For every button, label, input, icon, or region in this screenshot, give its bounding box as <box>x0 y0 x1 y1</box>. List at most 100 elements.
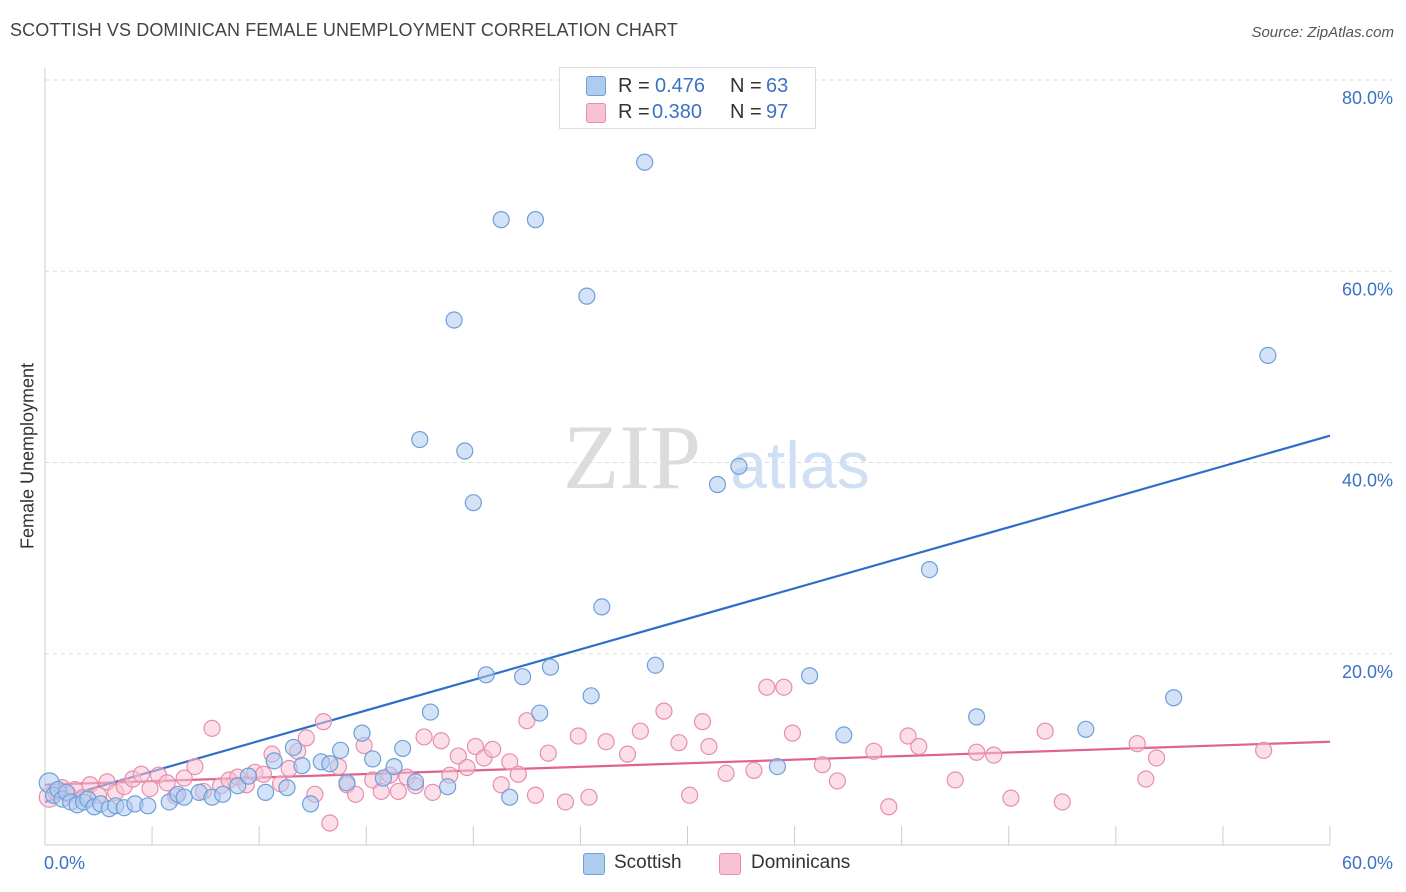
legend-swatch-dominicans <box>586 103 606 123</box>
dominican-point <box>466 737 485 756</box>
bottom-legend-swatch-scottish <box>583 853 605 875</box>
scottish-point <box>445 311 463 329</box>
scottish-point <box>513 668 532 686</box>
dominican-point <box>346 785 365 803</box>
scottish-point <box>1259 346 1277 364</box>
x-tick-label: 0.0% <box>44 853 85 873</box>
scottish-point <box>293 757 311 775</box>
watermark: ZIP atlas <box>563 406 870 508</box>
dominican-point <box>828 772 847 790</box>
dominican-point <box>501 753 519 771</box>
scottish-point <box>411 430 429 449</box>
scottish-point <box>364 750 382 768</box>
scatter-points <box>38 153 1277 832</box>
dominican-point <box>556 793 575 811</box>
dominican-point <box>492 776 510 794</box>
dominican-point <box>518 712 536 730</box>
dominican-point <box>655 702 673 720</box>
legend-n-value-dominicans: 97 <box>766 101 789 123</box>
dominican-point <box>389 782 407 801</box>
scottish-point <box>321 755 339 773</box>
legend-r-label: R = <box>618 75 650 97</box>
scottish-point <box>214 785 232 803</box>
dominican-point <box>717 764 735 782</box>
scottish-point <box>464 494 482 512</box>
dominican-point <box>432 732 450 750</box>
scottish-point <box>301 795 320 813</box>
watermark-zip: ZIP <box>563 406 701 508</box>
scottish-point <box>1165 689 1183 707</box>
scottish-point <box>1077 720 1095 738</box>
dominican-point <box>1137 770 1155 788</box>
legend-n-label: N = <box>730 101 762 123</box>
dominican-point <box>141 779 159 798</box>
dominican-point <box>631 722 649 740</box>
dominican-point <box>899 727 917 745</box>
dominican-point <box>910 737 928 756</box>
y-tick-label: 20.0% <box>1342 662 1393 682</box>
correlation-legend: R = 0.476 N = 63 R = 0.380 N = 97 <box>559 67 816 129</box>
scottish-point <box>578 287 596 305</box>
scottish-point <box>920 560 939 579</box>
scottish-point <box>968 708 986 726</box>
dominican-point <box>865 742 883 760</box>
dominican-point <box>968 743 986 761</box>
bottom-legend-label-scottish: Scottish <box>614 852 682 873</box>
axes <box>44 68 1331 846</box>
grid-lines <box>45 79 1392 655</box>
y-tick-label: 80.0% <box>1342 88 1393 108</box>
dominican-point <box>1147 749 1166 767</box>
scottish-point <box>406 773 425 791</box>
scottish-point <box>708 475 727 494</box>
source-credit: Source: ZipAtlas.com <box>1251 24 1394 41</box>
dominican-point <box>458 758 476 777</box>
legend-r-label: R = <box>618 101 650 123</box>
dominican-point <box>946 771 964 789</box>
bottom-legend-swatch-dominicans <box>719 853 741 875</box>
scottish-point <box>593 598 611 616</box>
legend-swatch-scottish <box>586 76 606 96</box>
scottish-point <box>385 757 403 776</box>
dominican-point <box>158 774 176 792</box>
scottish-point <box>501 788 519 806</box>
scottish-point <box>646 656 664 674</box>
dominican-point <box>700 737 718 756</box>
scottish-point <box>636 153 654 171</box>
dominican-point <box>509 765 527 783</box>
dominican-point <box>203 719 221 737</box>
scottish-point <box>582 687 600 705</box>
y-tick-label: 40.0% <box>1342 471 1393 491</box>
scottish-point <box>139 797 157 815</box>
dominican-point <box>597 733 615 751</box>
dominican-point <box>254 765 273 783</box>
dominican-point <box>985 746 1003 764</box>
dominican-point <box>484 740 502 758</box>
legend-r-value-scottish: 0.476 <box>655 75 706 97</box>
scottish-point <box>284 738 303 757</box>
dominican-point <box>132 765 150 783</box>
dominican-point <box>693 713 712 731</box>
dominican-point <box>1128 735 1146 753</box>
scottish-point <box>175 788 193 806</box>
scottish-point <box>541 658 560 676</box>
dominican-point <box>1036 722 1054 740</box>
y-axis-title: Female Unemployment <box>17 362 38 550</box>
tick-labels: 20.0% 40.0% 60.0% 80.0% 0.0% 60.0% <box>44 88 1393 873</box>
dominican-point <box>745 761 763 780</box>
legend-n-label: N = <box>730 75 762 97</box>
scottish-point <box>456 442 474 460</box>
scottish-point <box>394 739 412 758</box>
dominican-point <box>783 724 802 742</box>
dominican-point <box>314 713 333 731</box>
dominican-point <box>1002 789 1020 807</box>
scottish-point <box>239 767 258 785</box>
dominican-point <box>539 744 557 762</box>
scottish-point <box>477 666 495 684</box>
scottish-point <box>492 211 510 229</box>
dominican-point <box>321 814 339 832</box>
scottish-point <box>353 724 371 742</box>
scottish-point <box>374 769 392 787</box>
scottish-point <box>531 704 549 722</box>
chart-title: SCOTTISH VS DOMINICAN FEMALE UNEMPLOYMEN… <box>10 20 678 40</box>
